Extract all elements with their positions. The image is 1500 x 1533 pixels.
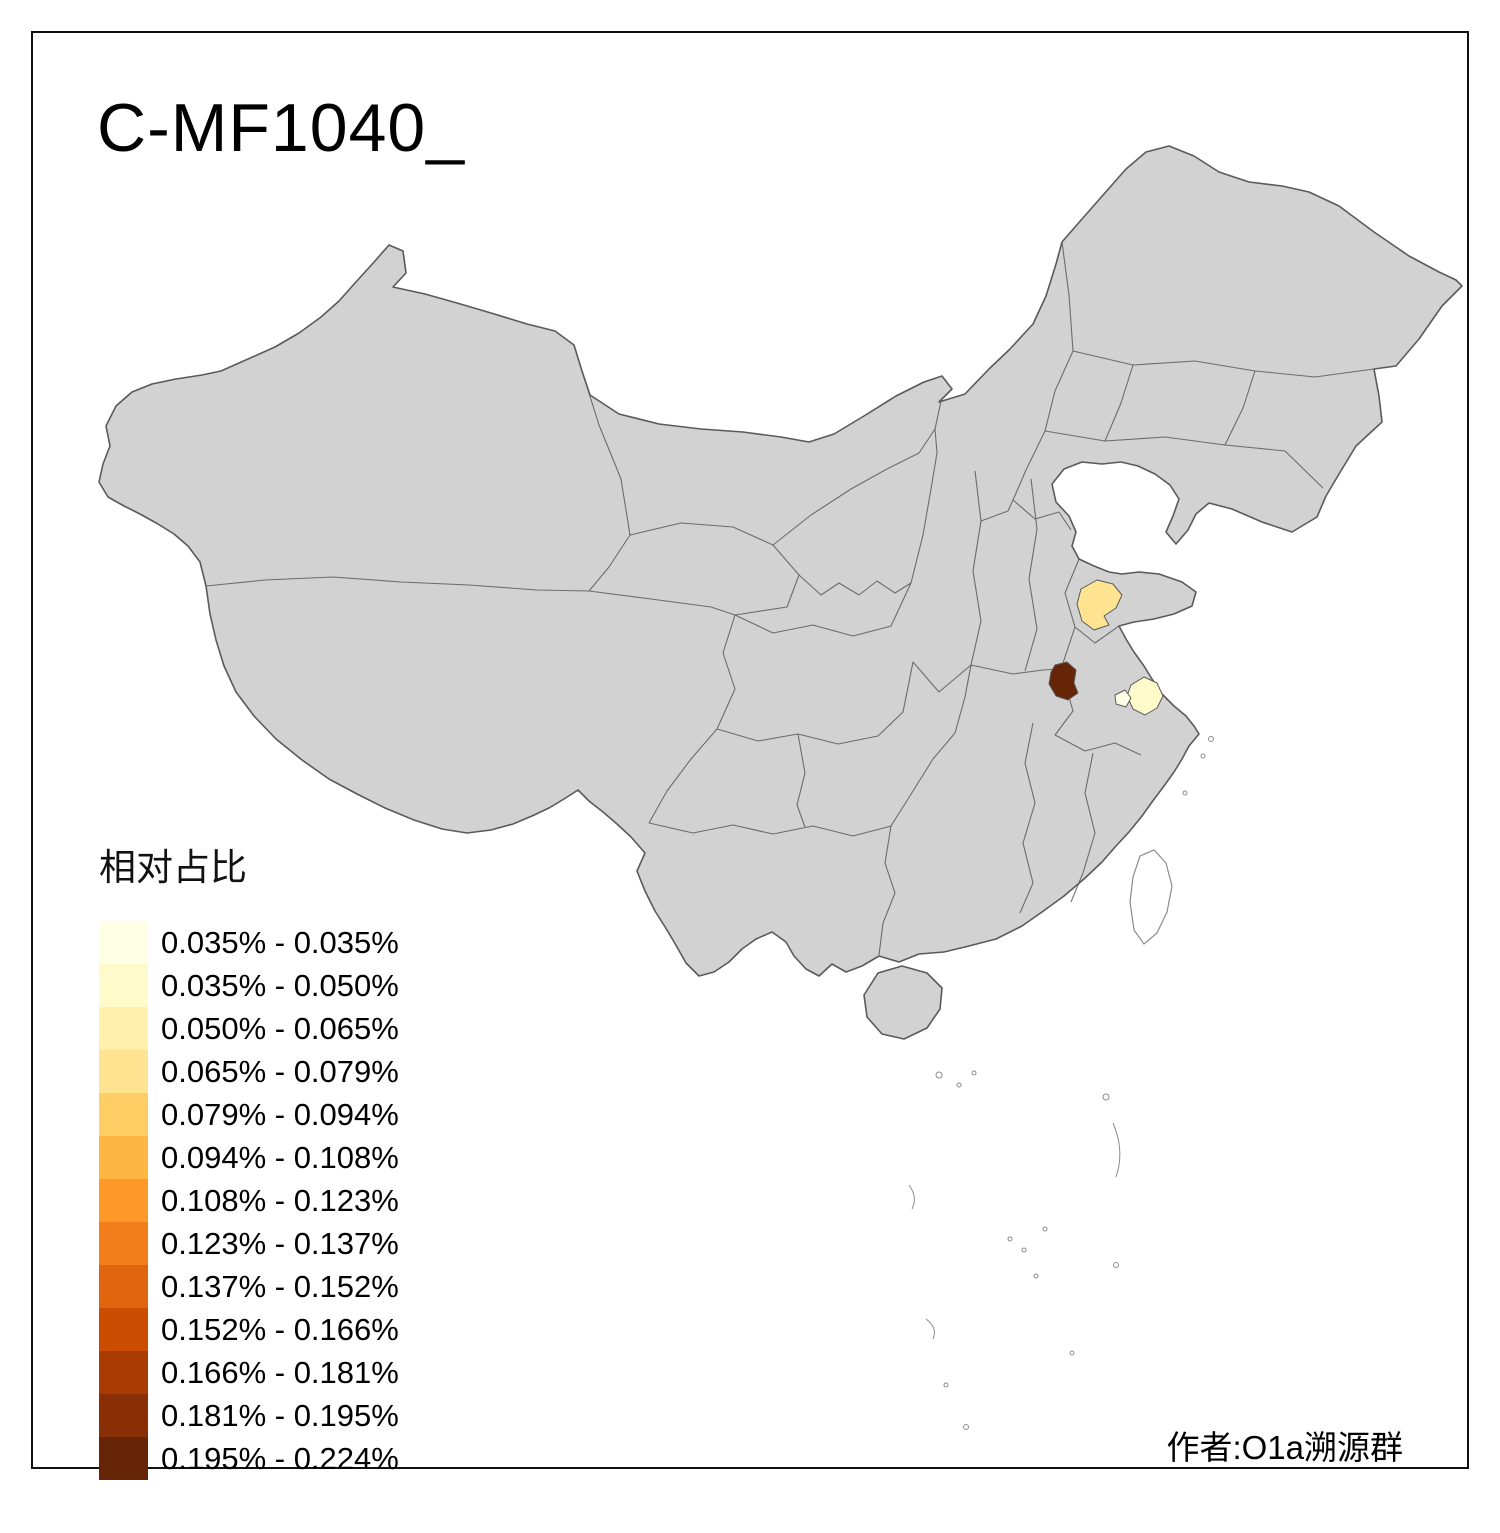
legend-swatch bbox=[99, 1308, 148, 1351]
legend: 相对占比 0.035% - 0.035% 0.035% - 0.050% 0.0… bbox=[99, 837, 399, 1480]
legend-swatch bbox=[99, 1093, 148, 1136]
legend-swatch bbox=[99, 1351, 148, 1394]
legend-swatch bbox=[99, 1222, 148, 1265]
legend-label: 0.181% - 0.195% bbox=[161, 1397, 399, 1433]
legend-label: 0.166% - 0.181% bbox=[161, 1354, 399, 1390]
legend-label: 0.152% - 0.166% bbox=[161, 1311, 399, 1347]
legend-swatch bbox=[99, 1265, 148, 1308]
author-credit: 作者:O1a溯源群 bbox=[1166, 1429, 1403, 1466]
legend-item: 0.152% - 0.166% bbox=[99, 1308, 399, 1351]
legend-label: 0.035% - 0.050% bbox=[161, 967, 399, 1003]
legend-item: 0.079% - 0.094% bbox=[99, 1093, 399, 1136]
legend-item: 0.094% - 0.108% bbox=[99, 1136, 399, 1179]
legend-swatch bbox=[99, 1007, 148, 1050]
china-map bbox=[98, 145, 1463, 1430]
legend-item: 0.195% - 0.224% bbox=[99, 1437, 399, 1480]
legend-label: 0.108% - 0.123% bbox=[161, 1182, 399, 1218]
legend-label: 0.035% - 0.035% bbox=[161, 924, 399, 960]
region-highlight-light-yellow bbox=[1076, 579, 1123, 631]
region-highlight-dark-max bbox=[1048, 661, 1079, 701]
province-borders bbox=[205, 241, 1375, 956]
legend-swatch bbox=[99, 1437, 148, 1480]
legend-item: 0.035% - 0.035% bbox=[99, 921, 399, 964]
legend-label: 0.050% - 0.065% bbox=[161, 1010, 399, 1046]
legend-swatch bbox=[99, 1050, 148, 1093]
south-china-sea-islands bbox=[908, 736, 1214, 1430]
taiwan-island bbox=[1129, 849, 1173, 945]
legend-items: 0.035% - 0.035% 0.035% - 0.050% 0.050% -… bbox=[99, 921, 399, 1480]
legend-item: 0.137% - 0.152% bbox=[99, 1265, 399, 1308]
mainland-region bbox=[98, 145, 1463, 977]
legend-item: 0.166% - 0.181% bbox=[99, 1351, 399, 1394]
legend-swatch bbox=[99, 1179, 148, 1222]
legend-item: 0.065% - 0.079% bbox=[99, 1050, 399, 1093]
region-highlight-palest bbox=[1114, 689, 1132, 708]
legend-label: 0.123% - 0.137% bbox=[161, 1225, 399, 1261]
legend-item: 0.181% - 0.195% bbox=[99, 1394, 399, 1437]
plot-title: C-MF1040_ bbox=[97, 90, 466, 166]
legend-label: 0.079% - 0.094% bbox=[161, 1096, 399, 1132]
legend-swatch bbox=[99, 921, 148, 964]
hainan-island bbox=[863, 965, 943, 1040]
legend-item: 0.035% - 0.050% bbox=[99, 964, 399, 1007]
legend-item: 0.108% - 0.123% bbox=[99, 1179, 399, 1222]
legend-label: 0.195% - 0.224% bbox=[161, 1440, 399, 1476]
legend-swatch bbox=[99, 964, 148, 1007]
legend-swatch bbox=[99, 1136, 148, 1179]
legend-label: 0.065% - 0.079% bbox=[161, 1053, 399, 1089]
legend-item: 0.123% - 0.137% bbox=[99, 1222, 399, 1265]
plot-frame: C-MF1040_ 相对占比 0.035% - 0.035% 0.035% - … bbox=[31, 31, 1469, 1480]
legend-item: 0.050% - 0.065% bbox=[99, 1007, 399, 1050]
legend-title: 相对占比 bbox=[99, 847, 247, 888]
highlight-regions bbox=[1048, 579, 1164, 716]
legend-label: 0.137% - 0.152% bbox=[161, 1268, 399, 1304]
legend-label: 0.094% - 0.108% bbox=[161, 1139, 399, 1175]
legend-swatch bbox=[99, 1394, 148, 1437]
